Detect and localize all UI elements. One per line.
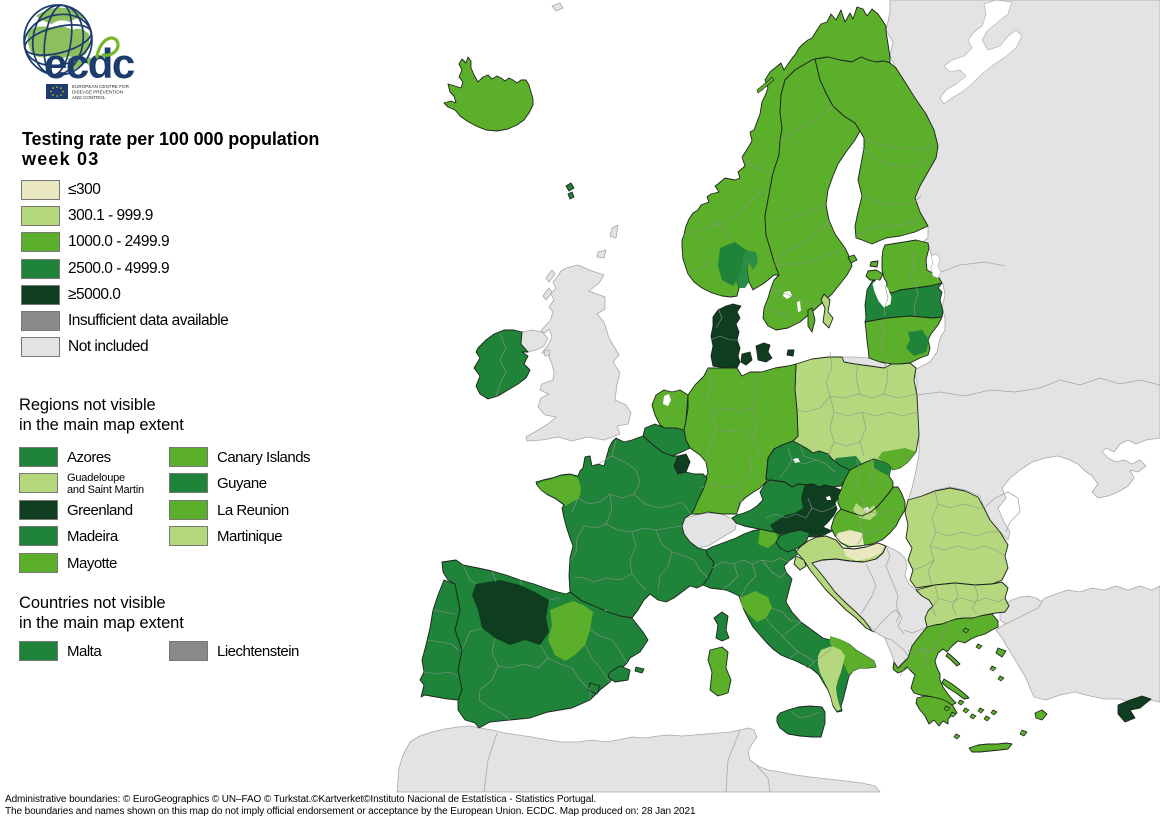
svg-text:AND CONTROL: AND CONTROL [72,95,106,100]
svg-text:DISEASE PREVENTION: DISEASE PREVENTION [72,90,123,95]
svg-text:ecdc: ecdc [44,40,135,87]
svg-text:EUROPEAN CENTRE FOR: EUROPEAN CENTRE FOR [72,84,130,89]
